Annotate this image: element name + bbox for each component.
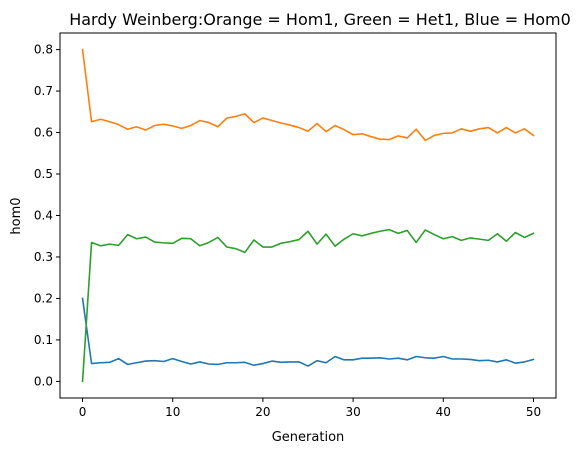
series-layer	[81, 48, 535, 383]
x-tick-label: 40	[436, 405, 451, 419]
x-tick-label: 20	[255, 405, 270, 419]
y-tick-label: 0.4	[34, 209, 53, 223]
plot-frame	[59, 32, 557, 399]
x-tick-label: 30	[345, 405, 360, 419]
y-tick-label: 0.8	[34, 43, 53, 57]
y-tick-label: 0.0	[34, 374, 53, 388]
x-tick-label: 0	[79, 405, 87, 419]
chart-title: Hardy Weinberg:Orange = Hom1, Green = He…	[69, 10, 571, 29]
x-tick-label: 10	[165, 405, 180, 419]
series-line-green	[81, 228, 535, 383]
x-tick-label: 50	[526, 405, 541, 419]
y-axis-label: hom0	[9, 197, 24, 234]
y-tick-label: 0.6	[34, 126, 53, 140]
y-tick-label: 0.7	[34, 84, 53, 98]
y-axis: 0.0 0.1 0.2 0.3 0.4 0.5 0.6 0.7 0.8	[34, 43, 60, 388]
y-tick-label: 0.5	[34, 167, 53, 181]
series-line-blue	[81, 297, 535, 367]
y-tick-label: 0.2	[34, 291, 53, 305]
y-tick-label: 0.1	[34, 333, 53, 347]
series-line-orange	[81, 48, 535, 142]
x-axis-label: Generation	[272, 430, 345, 445]
x-axis: 0 10 20 30 40 50	[79, 398, 541, 419]
y-tick-label: 0.3	[34, 250, 53, 264]
